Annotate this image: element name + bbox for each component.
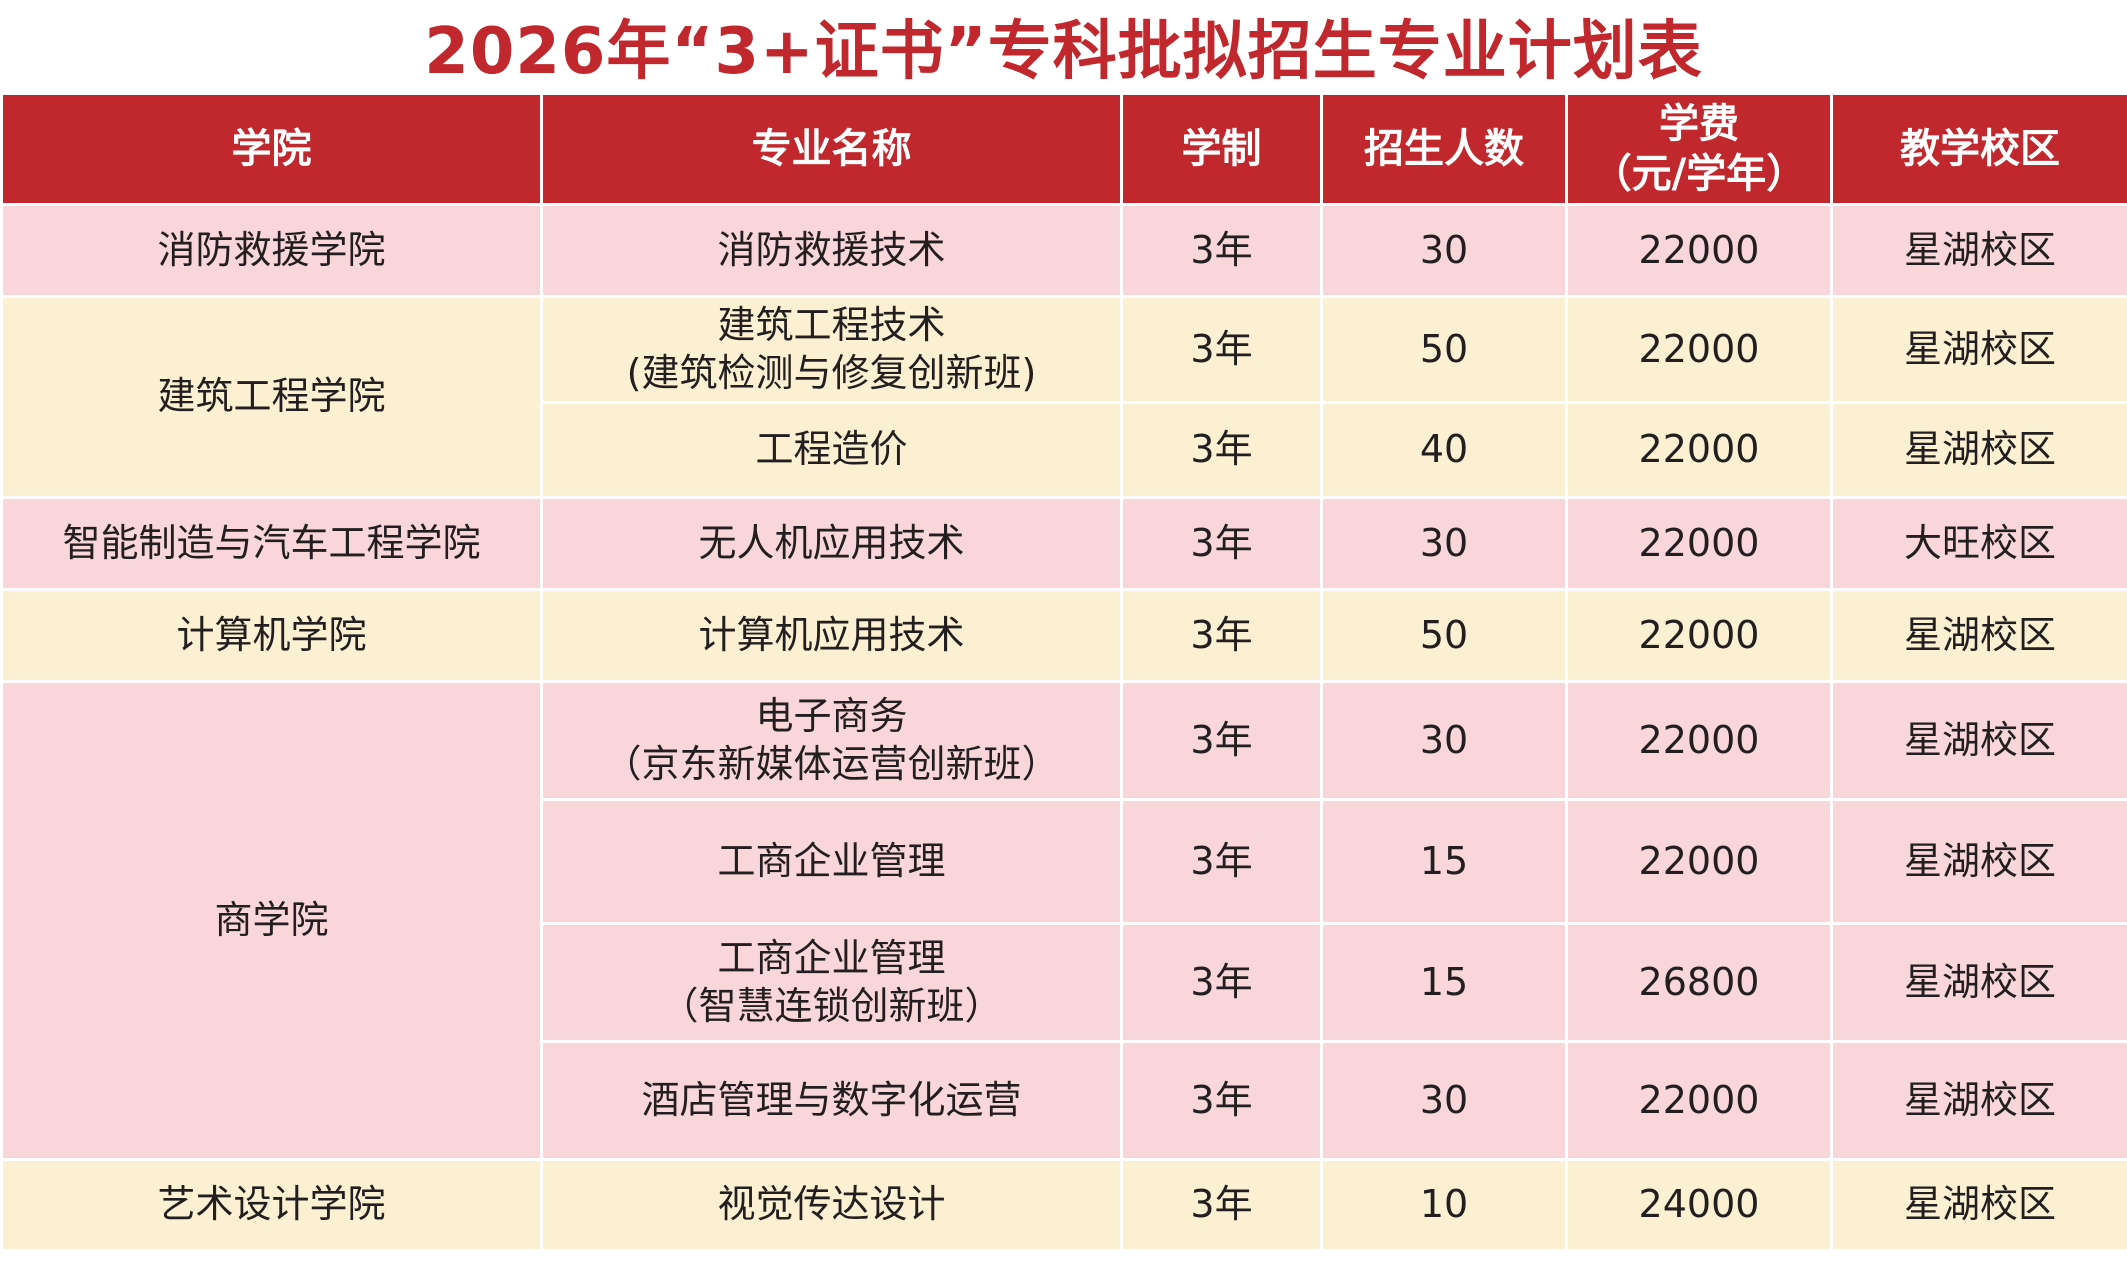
campus-cell: 星湖校区: [1830, 203, 2127, 298]
table-row: 工商企业管理 3年 15 22000 星湖校区: [2, 798, 2127, 925]
table-header-row: 学院 专业名称 学制 招生人数 学费 （元/学年） 教学校区: [0, 92, 2127, 206]
major-name: 建筑工程技术: [717, 303, 946, 347]
campus-cell: 星湖校区: [1830, 922, 2127, 1043]
college-cell: 智能制造与汽车工程学院: [0, 496, 543, 591]
college-cell: 建筑工程学院: [0, 295, 543, 499]
major-cell: 建筑工程技术 (建筑检测与修复创新班): [540, 295, 1123, 404]
header-enrollment: 招生人数: [1320, 92, 1568, 206]
major-cell: 酒店管理与数字化运营: [540, 1040, 1123, 1161]
major-subtitle: （京东新媒体运营创新班）: [603, 741, 1060, 786]
table-row: 消防救援学院 消防救援技术 3年 30 22000 星湖校区: [0, 203, 2127, 298]
duration-cell: 3年: [1120, 295, 1323, 404]
tuition-cell: 22000: [1565, 401, 1833, 499]
duration-cell: 3年: [1120, 588, 1323, 683]
major-name: 电子商务: [755, 694, 908, 738]
table-row: 工商企业管理 （智慧连锁创新班） 3年 15 26800 星湖校区: [2, 922, 2127, 1043]
major-cell: 电子商务 （京东新媒体运营创新班）: [540, 680, 1123, 801]
college-cell: 商学院: [0, 680, 543, 1161]
campus-cell: 星湖校区: [1830, 798, 2127, 925]
campus-cell: 星湖校区: [1830, 295, 2127, 404]
header-college: 学院: [0, 92, 543, 206]
enrollment-cell: 40: [1320, 401, 1568, 499]
table-row: 艺术设计学院 视觉传达设计 3年 10 24000 星湖校区: [0, 1158, 2127, 1252]
header-tuition-line2: （元/学年）: [1591, 151, 1807, 197]
duration-cell: 3年: [1120, 203, 1323, 298]
major-subtitle: (建筑检测与修复创新班): [626, 350, 1037, 395]
duration-cell: 3年: [1120, 1158, 1323, 1252]
major-subtitle: （智慧连锁创新班）: [660, 983, 1003, 1028]
tuition-cell: 22000: [1565, 1040, 1833, 1161]
table-row: 建筑工程学院 建筑工程技术 (建筑检测与修复创新班) 3年 50 22000 星…: [0, 295, 2127, 499]
enrollment-cell: 15: [1320, 798, 1568, 925]
campus-cell: 星湖校区: [1830, 401, 2127, 499]
tuition-cell: 22000: [1565, 588, 1833, 683]
table-row: 工程造价 3年 40 22000 星湖校区: [2, 401, 2127, 499]
duration-cell: 3年: [1120, 496, 1323, 591]
tuition-cell: 24000: [1565, 1158, 1833, 1252]
duration-cell: 3年: [1120, 922, 1323, 1043]
enrollment-cell: 30: [1320, 680, 1568, 801]
enrollment-cell: 15: [1320, 922, 1568, 1043]
tuition-cell: 22000: [1565, 295, 1833, 404]
enrollment-cell: 50: [1320, 588, 1568, 683]
enrollment-cell: 30: [1320, 203, 1568, 298]
tuition-cell: 26800: [1565, 922, 1833, 1043]
header-campus: 教学校区: [1830, 92, 2127, 206]
table-row: 计算机学院 计算机应用技术 3年 50 22000 星湖校区: [0, 588, 2127, 683]
header-duration: 学制: [1120, 92, 1323, 206]
table-row: 商学院 电子商务 （京东新媒体运营创新班） 3年 30 22000 星湖校区: [0, 680, 2127, 1161]
major-cell: 工商企业管理: [540, 798, 1123, 925]
major-cell: 计算机应用技术: [540, 588, 1123, 683]
header-tuition-line1: 学费: [1659, 101, 1739, 147]
enrollment-cell: 50: [1320, 295, 1568, 404]
enrollment-plan-table: 学院 专业名称 学制 招生人数 学费 （元/学年） 教学校区 消防救援学院 消防…: [0, 92, 2127, 1252]
major-cell: 工商企业管理 （智慧连锁创新班）: [540, 922, 1123, 1043]
campus-cell: 星湖校区: [1830, 588, 2127, 683]
tuition-cell: 22000: [1565, 496, 1833, 591]
duration-cell: 3年: [1120, 401, 1323, 499]
college-cell: 消防救援学院: [0, 203, 543, 298]
table-row: 酒店管理与数字化运营 3年 30 22000 星湖校区: [2, 1040, 2127, 1161]
campus-cell: 星湖校区: [1830, 1040, 2127, 1161]
tuition-cell: 22000: [1565, 680, 1833, 801]
college-cell: 艺术设计学院: [0, 1158, 543, 1252]
duration-cell: 3年: [1120, 798, 1323, 925]
major-cell: 工程造价: [540, 401, 1123, 499]
duration-cell: 3年: [1120, 1040, 1323, 1161]
header-tuition: 学费 （元/学年）: [1565, 92, 1833, 206]
table-row: 智能制造与汽车工程学院 无人机应用技术 3年 30 22000 大旺校区: [0, 496, 2127, 591]
campus-cell: 星湖校区: [1830, 1158, 2127, 1252]
college-cell: 计算机学院: [0, 588, 543, 683]
enrollment-cell: 10: [1320, 1158, 1568, 1252]
enrollment-cell: 30: [1320, 496, 1568, 591]
campus-cell: 星湖校区: [1830, 680, 2127, 801]
major-cell: 消防救援技术: [540, 203, 1123, 298]
major-name: 工商企业管理: [717, 936, 946, 980]
major-cell: 视觉传达设计: [540, 1158, 1123, 1252]
header-major: 专业名称: [540, 92, 1123, 206]
duration-cell: 3年: [1120, 680, 1323, 801]
tuition-cell: 22000: [1565, 203, 1833, 298]
tuition-cell: 22000: [1565, 798, 1833, 925]
major-cell: 无人机应用技术: [540, 496, 1123, 591]
enrollment-cell: 30: [1320, 1040, 1568, 1161]
campus-cell: 大旺校区: [1830, 496, 2127, 591]
page-title: 2026年“3+证书”专科批拟招生专业计划表: [424, 15, 1703, 89]
